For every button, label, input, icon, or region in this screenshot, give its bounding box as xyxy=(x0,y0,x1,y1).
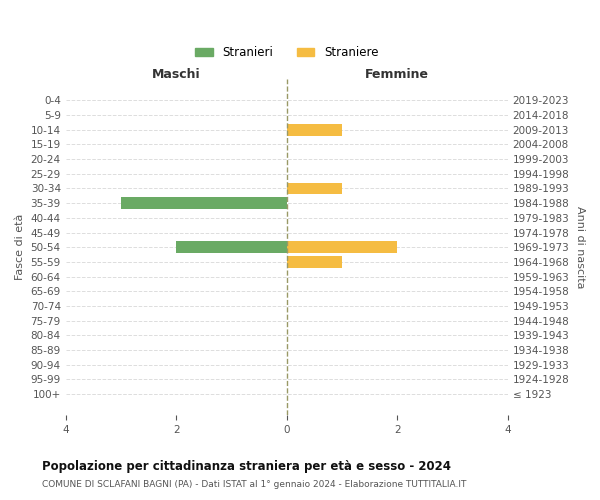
Bar xyxy=(287,124,342,136)
Y-axis label: Anni di nascita: Anni di nascita xyxy=(575,206,585,288)
Text: COMUNE DI SCLAFANI BAGNI (PA) - Dati ISTAT al 1° gennaio 2024 - Elaborazione TUT: COMUNE DI SCLAFANI BAGNI (PA) - Dati IST… xyxy=(42,480,466,489)
Bar xyxy=(287,256,342,268)
Bar xyxy=(121,198,287,209)
Text: Popolazione per cittadinanza straniera per età e sesso - 2024: Popolazione per cittadinanza straniera p… xyxy=(42,460,451,473)
Bar xyxy=(176,242,287,253)
Text: Femmine: Femmine xyxy=(365,68,429,81)
Bar xyxy=(287,182,342,194)
Y-axis label: Fasce di età: Fasce di età xyxy=(15,214,25,280)
Bar xyxy=(287,242,397,253)
Legend: Stranieri, Straniere: Stranieri, Straniere xyxy=(190,42,383,64)
Text: Maschi: Maschi xyxy=(152,68,200,81)
